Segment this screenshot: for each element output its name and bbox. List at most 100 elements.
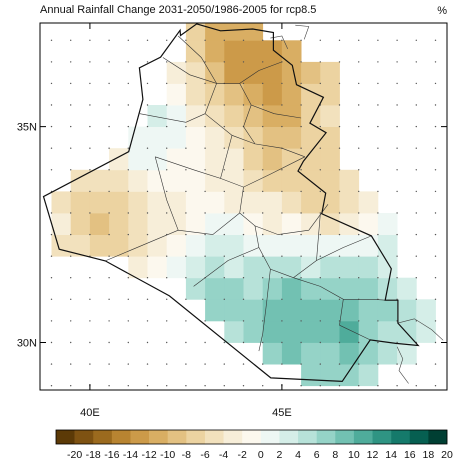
grid-dot [415, 298, 417, 300]
grid-cell [224, 234, 244, 257]
coastline [396, 346, 409, 384]
country-outline [42, 23, 420, 383]
grid-dot [319, 169, 321, 171]
grid-dot [127, 341, 129, 344]
grid-cell [147, 234, 168, 257]
colorbar-label: 12 [367, 449, 379, 461]
grid-dot [50, 104, 53, 106]
grid-dot [223, 212, 225, 214]
lon-tick-label: 45E [272, 407, 292, 419]
grid-dot [281, 190, 283, 193]
grid-dot [89, 320, 91, 322]
grid-dot [281, 298, 283, 300]
grid-dot [377, 169, 379, 171]
grid-dot [396, 385, 398, 387]
grid-cell [320, 234, 340, 257]
lat-tick-label: 35N [17, 122, 37, 134]
grid-dot [89, 61, 91, 63]
grid-dot [434, 169, 437, 171]
grid-dot [223, 385, 225, 387]
grid-dot [127, 298, 129, 300]
lat-tick-label: 30N [17, 338, 37, 350]
grid-cell [301, 256, 321, 279]
grid-dot [319, 385, 321, 387]
grid-dot [358, 277, 360, 279]
grid-dot [262, 125, 264, 128]
grid-dot [242, 147, 245, 149]
grid-dot [50, 385, 53, 387]
province-boundary [239, 187, 329, 235]
coastline [397, 318, 444, 341]
grid-dot [70, 61, 72, 63]
grid-dot [50, 298, 53, 300]
grid-dot [415, 39, 417, 41]
grid-dot [377, 363, 379, 365]
grid-dot [50, 341, 53, 344]
grid-cell [358, 342, 379, 365]
grid-dot [262, 104, 264, 106]
grid-dot [89, 125, 91, 128]
grid-cell [301, 320, 321, 343]
grid-dot [166, 82, 168, 85]
grid-cell [147, 256, 168, 279]
grid-dot [127, 61, 129, 63]
grid-cell [377, 256, 398, 279]
grid-cell [205, 105, 225, 127]
grid-dot [89, 212, 91, 214]
grid-dot [358, 169, 360, 171]
grid-dot [415, 385, 417, 387]
grid-dot [108, 341, 110, 344]
colorbar-label: 14 [385, 449, 397, 461]
grid-dot [300, 125, 302, 128]
grid-dot [127, 104, 129, 106]
grid-dot [358, 61, 360, 63]
colorbar-swatch [316, 430, 336, 444]
grid-dot [146, 212, 149, 214]
grid-cell [243, 61, 264, 84]
grid-dot [319, 320, 321, 322]
grid-dot [70, 190, 72, 193]
grid-cell [128, 234, 148, 257]
grid-dot [185, 82, 187, 85]
boundary-lines [42, 23, 444, 384]
grid-dot [319, 147, 321, 149]
grid-cell [109, 213, 129, 235]
grid-cell [358, 364, 379, 387]
colorbar-label: -20 [67, 449, 82, 461]
grid-dot [50, 212, 53, 214]
grid-cell [339, 364, 360, 387]
colorbar-label: 8 [332, 449, 338, 461]
grid-dot [89, 39, 91, 41]
grid-cell [147, 105, 168, 127]
grid-dot [70, 233, 72, 236]
colorbar-swatch [428, 430, 448, 444]
grid-dot [281, 125, 283, 128]
grid-dot [434, 363, 437, 365]
grid-dot [166, 385, 168, 387]
grid-dot [223, 125, 225, 128]
grid-cell [205, 148, 225, 171]
coastline [295, 24, 310, 40]
grid-dot [242, 233, 245, 236]
grid-cell [262, 105, 283, 127]
grid-dot [70, 104, 72, 106]
grid-dot [185, 341, 187, 344]
grid-dot [185, 61, 187, 63]
grid-cell [166, 83, 187, 106]
grid-dot [50, 82, 53, 85]
grid-cell [128, 169, 148, 192]
grid-dot [204, 233, 206, 236]
grid-dot [262, 61, 264, 63]
grid-dot [377, 61, 379, 63]
grid-dot [396, 39, 398, 41]
grid-cell [243, 105, 264, 127]
grid-dot [415, 104, 417, 106]
grid-cell [243, 40, 264, 63]
colorbar-label: -2 [238, 449, 247, 461]
grid-dot [185, 385, 187, 387]
grid-cell [281, 256, 302, 279]
grid-cell [109, 169, 129, 192]
grid-dot [127, 212, 129, 214]
grid-dot [396, 147, 398, 149]
grid-dot [242, 169, 245, 171]
